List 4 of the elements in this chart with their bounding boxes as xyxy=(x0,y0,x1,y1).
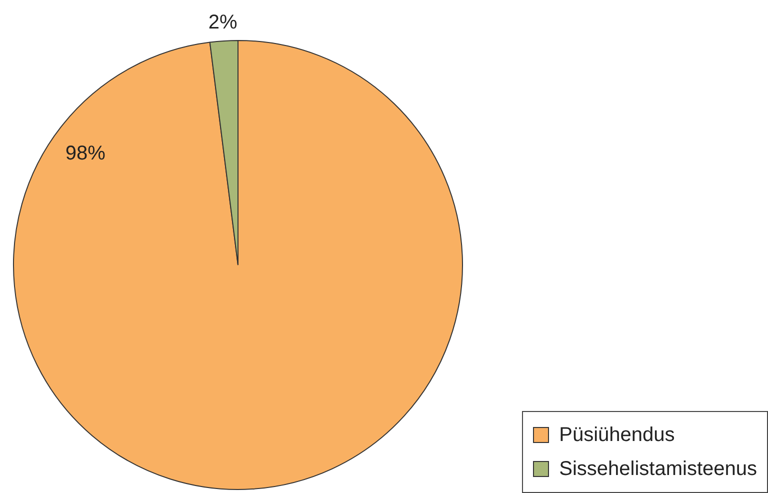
data-label: 98% xyxy=(65,142,106,165)
legend-label: Püsiühendus xyxy=(559,424,675,446)
data-label: 2% xyxy=(208,11,238,34)
legend-label: Sissehelistamisteenus xyxy=(559,458,757,480)
